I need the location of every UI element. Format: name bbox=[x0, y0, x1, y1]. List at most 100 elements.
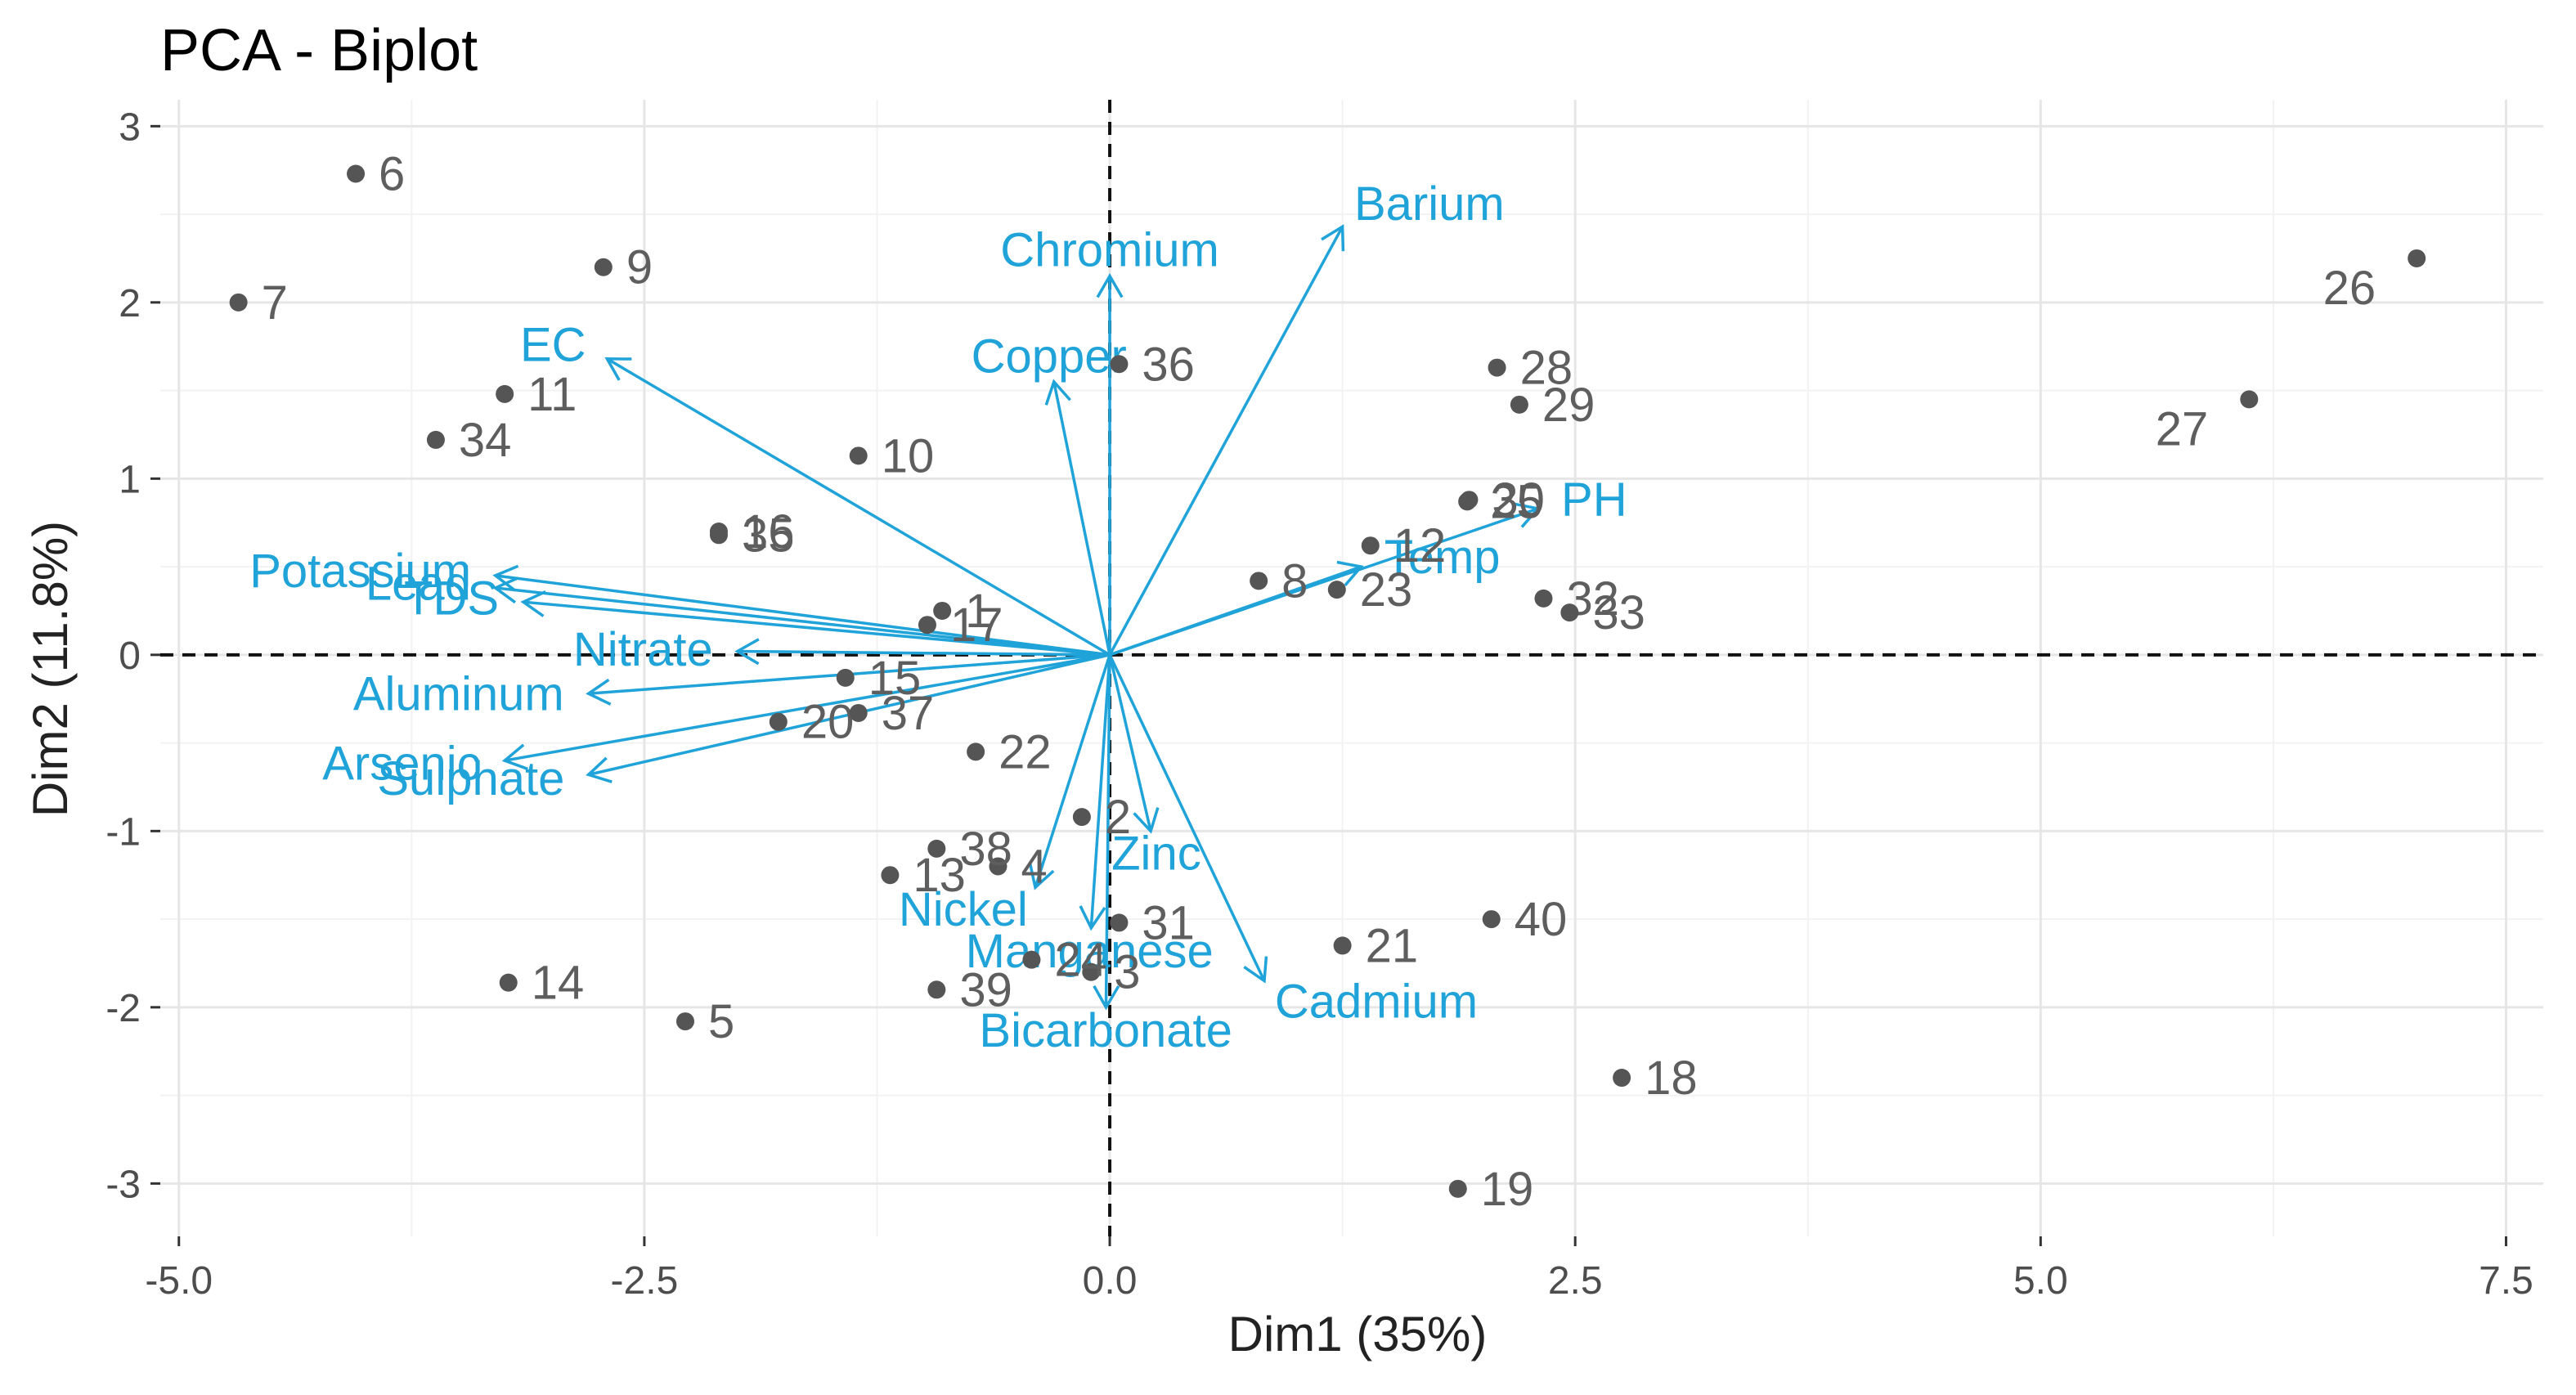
x-tick-label: 2.5 bbox=[1548, 1259, 1603, 1303]
observation-label: 11 bbox=[527, 368, 577, 421]
variable-label: Temp bbox=[1384, 531, 1501, 584]
variable-label: Nitrate bbox=[573, 623, 713, 676]
grid bbox=[160, 100, 2543, 1236]
observation-point bbox=[927, 839, 946, 858]
plot-panel bbox=[160, 100, 2543, 1236]
variable-label: Nickel bbox=[899, 883, 1028, 936]
variable-label: Bicarbonate bbox=[979, 1004, 1232, 1057]
variable-arrow-head bbox=[604, 357, 632, 381]
variable-arrow-line bbox=[1104, 654, 1111, 1007]
observation-label: 3 bbox=[1114, 946, 1140, 999]
variable-arrow-head bbox=[492, 576, 518, 604]
observation-label: 39 bbox=[959, 963, 1012, 1016]
variable-label: Arsenic bbox=[322, 737, 480, 790]
y-tick-label: 3 bbox=[119, 105, 141, 149]
observation-label: 31 bbox=[1142, 896, 1195, 949]
observation-label: 36 bbox=[1142, 338, 1195, 391]
observation-label: 26 bbox=[2323, 262, 2376, 315]
variable-arrow-head bbox=[1093, 985, 1120, 1011]
y-axis-title: Dim2 (11.8%) bbox=[23, 521, 78, 817]
observation-label: 9 bbox=[626, 241, 653, 294]
observation-label: 30 bbox=[1492, 473, 1545, 527]
variable-arrow-line bbox=[523, 600, 1111, 657]
observation-point bbox=[1448, 1179, 1467, 1198]
observation-label: 6 bbox=[379, 148, 405, 201]
y-tick-label: -3 bbox=[105, 1163, 141, 1206]
observation-label: 23 bbox=[1360, 563, 1413, 617]
variable-label: PH bbox=[1561, 473, 1627, 526]
x-tick-label: 5.0 bbox=[2013, 1259, 2068, 1303]
variable-arrow-head bbox=[520, 590, 546, 617]
observation-point bbox=[1250, 572, 1268, 590]
observation-point bbox=[836, 668, 855, 687]
variable-arrow-head bbox=[1513, 502, 1541, 528]
observation-point bbox=[1110, 355, 1129, 374]
variable-label: Zinc bbox=[1111, 828, 1201, 881]
variable-label: Chromium bbox=[1000, 224, 1219, 277]
observation-point bbox=[849, 446, 868, 465]
x-tick-label: -5.0 bbox=[145, 1259, 213, 1303]
variable-arrow-line bbox=[1108, 226, 1344, 656]
y-tick-label: -2 bbox=[105, 987, 141, 1030]
observation-point bbox=[499, 973, 518, 992]
observation-point bbox=[1333, 936, 1352, 955]
x-tick-label: 0.0 bbox=[1083, 1259, 1138, 1303]
observation-label: 8 bbox=[1281, 554, 1308, 608]
observation-label: 1 bbox=[965, 585, 991, 638]
observation-label: 15 bbox=[868, 652, 922, 705]
variable-arrow-line bbox=[495, 586, 1111, 657]
x-axis-title: Dim1 (35%) bbox=[1228, 1307, 1488, 1361]
observation-point bbox=[849, 703, 868, 722]
variable-arrow-head bbox=[734, 638, 760, 666]
observation-point bbox=[933, 601, 952, 620]
observation-point bbox=[1022, 950, 1041, 969]
y-tick-label: 1 bbox=[119, 458, 141, 501]
observation-point bbox=[2240, 390, 2259, 409]
observation-point bbox=[229, 293, 248, 312]
observation-point bbox=[2408, 249, 2426, 267]
observation-label: 25 bbox=[1490, 475, 1543, 528]
observation-label: 20 bbox=[801, 696, 855, 749]
observation-label: 17 bbox=[950, 599, 1003, 652]
observation-label: 33 bbox=[1592, 586, 1645, 639]
observation-label: 21 bbox=[1366, 919, 1419, 972]
variable-arrow-head bbox=[1336, 560, 1364, 586]
observation-label: 4 bbox=[1021, 840, 1047, 893]
observation-label: 13 bbox=[913, 849, 966, 902]
observation-point bbox=[1072, 808, 1091, 827]
observation-label: 35 bbox=[742, 509, 795, 562]
x-tick-label: -2.5 bbox=[611, 1259, 679, 1303]
y-tick-label: 0 bbox=[119, 635, 141, 678]
observation-point bbox=[1510, 395, 1528, 414]
observation-label: 10 bbox=[882, 429, 935, 482]
observation-point bbox=[1460, 491, 1479, 509]
variable-arrow-line bbox=[504, 653, 1111, 762]
observation-label: 22 bbox=[999, 725, 1052, 778]
observation-point bbox=[881, 866, 900, 885]
variable-label: Lead bbox=[366, 558, 471, 611]
variable-arrow-line bbox=[606, 357, 1111, 657]
observation-point bbox=[1482, 910, 1501, 929]
variable-arrow-line bbox=[1108, 654, 1152, 832]
observation-point bbox=[1560, 603, 1579, 622]
observation-label: 28 bbox=[1520, 342, 1573, 395]
observation-label: 29 bbox=[1542, 379, 1595, 432]
variable-arrow-line bbox=[495, 574, 1111, 657]
observation-point bbox=[989, 857, 1008, 876]
observation-point bbox=[675, 1012, 694, 1031]
observation-point bbox=[1488, 358, 1506, 377]
observation-point bbox=[1082, 962, 1101, 981]
observation-point bbox=[1110, 913, 1129, 932]
observation-label: 7 bbox=[262, 276, 288, 330]
variable-arrow-head bbox=[1321, 224, 1345, 252]
observation-point bbox=[1361, 536, 1380, 555]
y-axis: -3 -2 -1 0 1 2 3 bbox=[105, 105, 160, 1206]
observation-label: 16 bbox=[742, 505, 795, 558]
observation-label: 34 bbox=[459, 414, 512, 467]
x-axis: -5.0 -2.5 0.0 2.5 5.0 7.5 bbox=[145, 1236, 2533, 1303]
observation-label: 5 bbox=[708, 995, 734, 1048]
variable-label: Cadmium bbox=[1275, 976, 1478, 1029]
variable-label: EC bbox=[520, 319, 586, 372]
observation-label: 12 bbox=[1393, 519, 1447, 572]
